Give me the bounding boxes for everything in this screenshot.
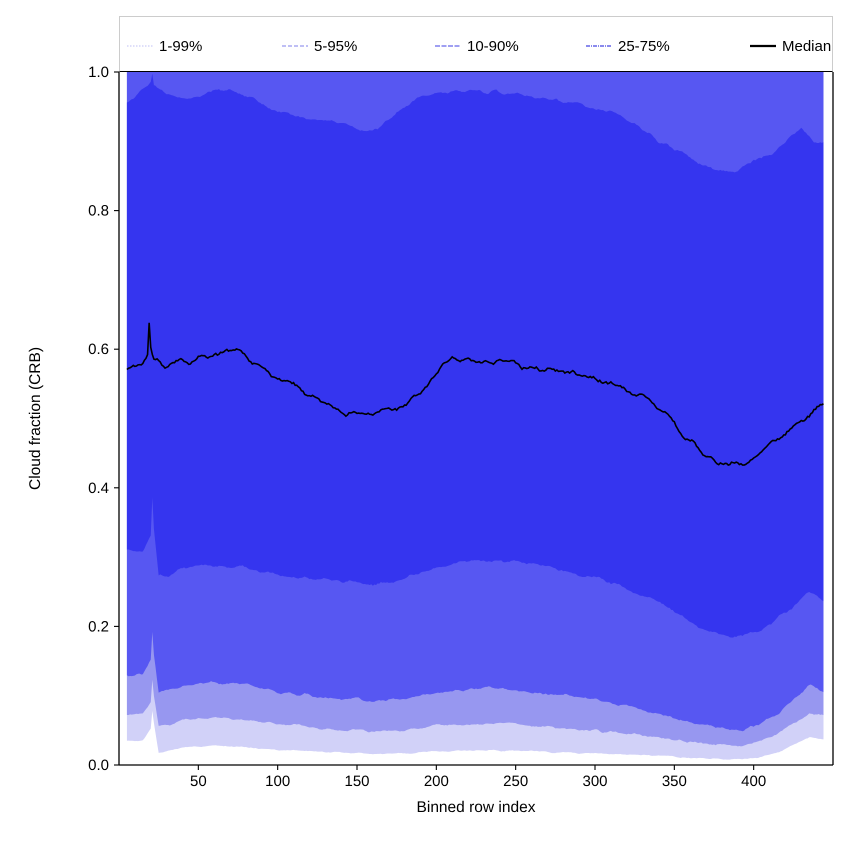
svg-text:200: 200: [424, 773, 449, 790]
svg-text:0.4: 0.4: [88, 480, 109, 497]
svg-text:50: 50: [190, 773, 207, 790]
svg-text:Cloud fraction (CRB): Cloud fraction (CRB): [27, 347, 44, 490]
svg-text:150: 150: [344, 773, 369, 790]
svg-text:0.2: 0.2: [88, 618, 109, 635]
svg-text:350: 350: [662, 773, 687, 790]
svg-text:0.0: 0.0: [88, 757, 109, 774]
svg-text:0.8: 0.8: [88, 203, 109, 220]
svg-text:0.6: 0.6: [88, 341, 109, 358]
svg-text:1.0: 1.0: [88, 64, 109, 81]
svg-text:Binned row index: Binned row index: [417, 799, 536, 816]
svg-text:100: 100: [265, 773, 290, 790]
svg-text:400: 400: [741, 773, 766, 790]
svg-text:250: 250: [503, 773, 528, 790]
svg-text:300: 300: [582, 773, 607, 790]
